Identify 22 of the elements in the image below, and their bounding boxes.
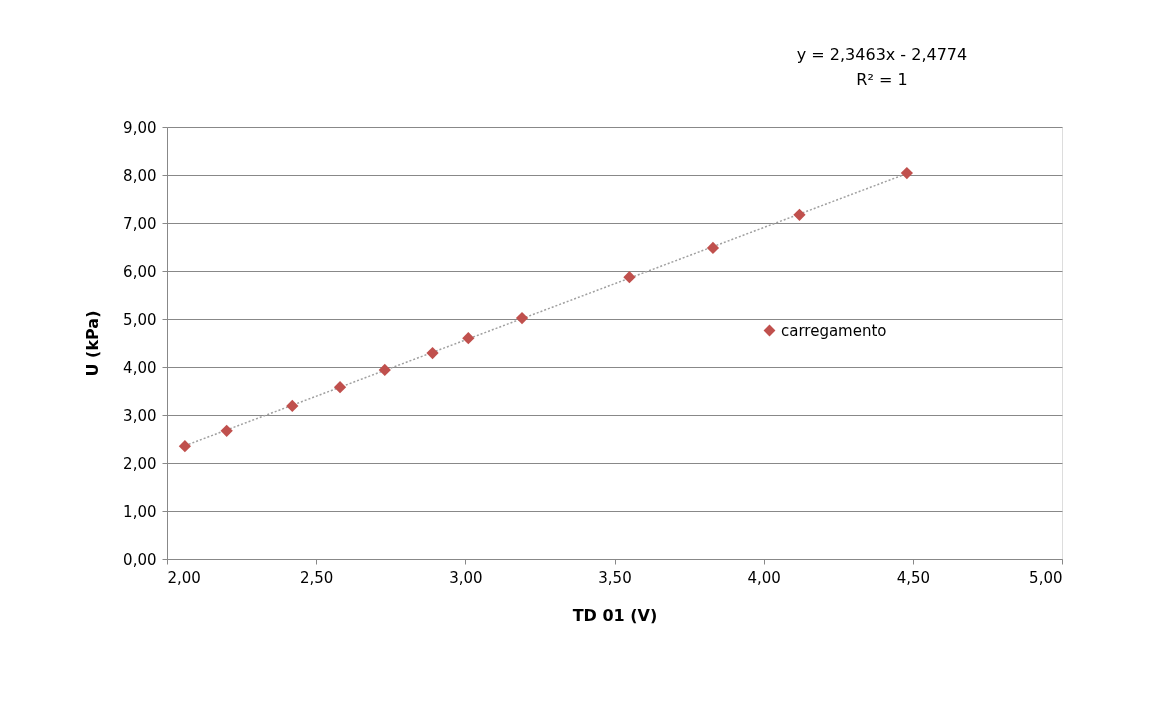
y-tick-label: 2,00 [123,454,157,473]
x-tick-label: 5,00 [1029,568,1063,587]
y-axis-title: U (kPa) [83,310,103,377]
legend-label: carregamento [781,321,887,340]
y-tick-label: 6,00 [123,262,157,281]
x-axis-title: TD 01 (V) [572,605,658,625]
y-tick-label: 5,00 [123,310,157,329]
text: R² = 1 [856,70,908,89]
x-tick-label: 4,00 [747,568,781,587]
y-tick-label: 9,00 [123,118,157,137]
x-tick-label: 4,50 [896,568,931,587]
x-tick-label: 2,00 [167,568,201,587]
y-tick-label: 4,00 [123,358,157,377]
y-tick-label: 7,00 [123,214,157,233]
y-tick-label: 8,00 [123,166,157,185]
y-tick-label: 3,00 [123,406,157,425]
x-tick-label: 3,50 [598,568,632,587]
y-tick-label: 1,00 [123,502,157,521]
x-tick-label: 3,00 [449,568,483,587]
x-tick-label: 2,50 [299,568,334,587]
y-tick-label: 0,00 [123,550,157,569]
text: y = 2,3463x - 2,4774 [796,45,968,64]
